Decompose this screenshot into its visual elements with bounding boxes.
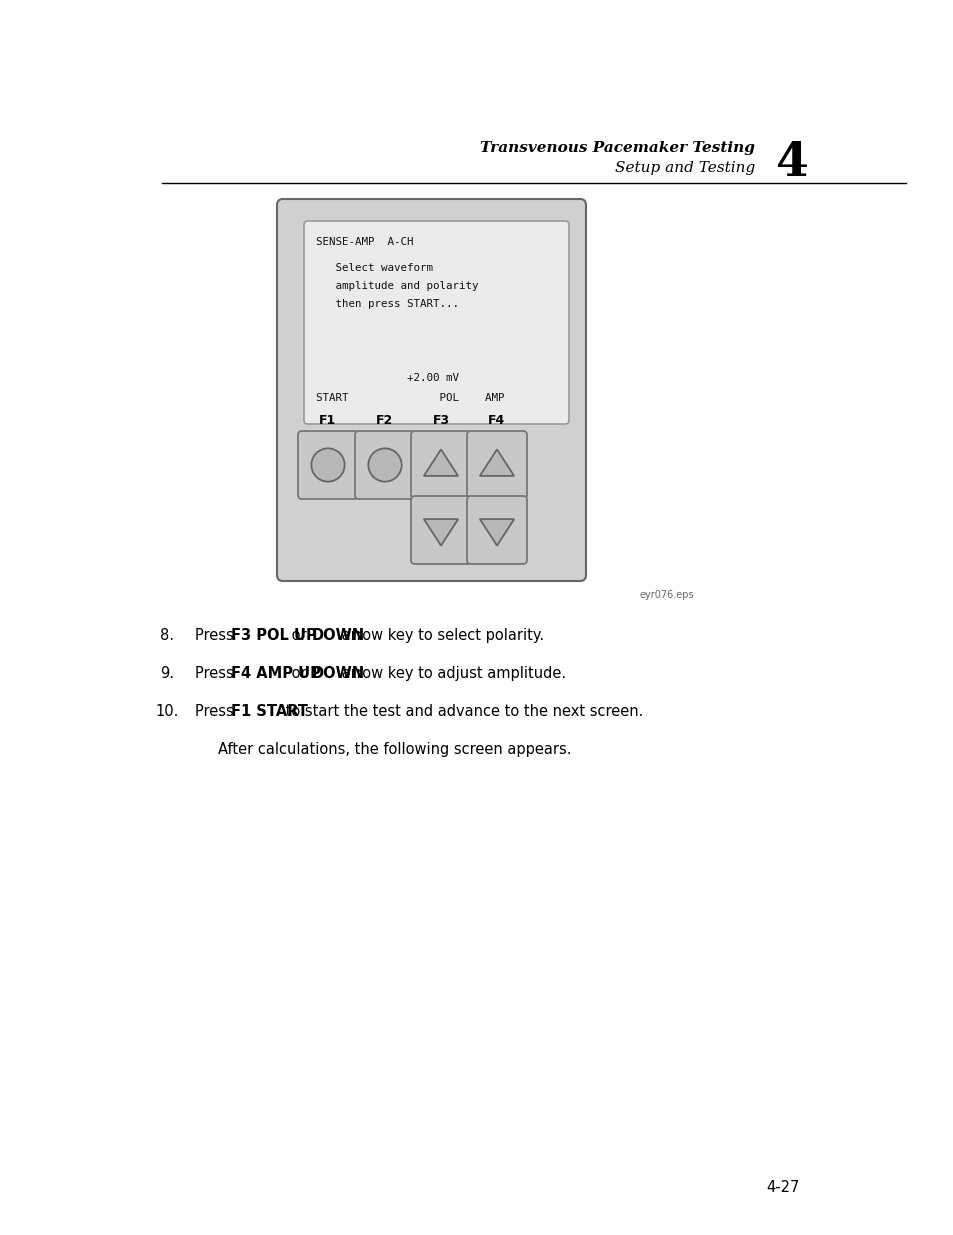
Circle shape	[311, 448, 344, 482]
FancyBboxPatch shape	[411, 496, 471, 564]
Text: +2.00 mV: +2.00 mV	[315, 373, 458, 383]
Text: 4: 4	[774, 140, 807, 186]
Text: F4: F4	[488, 414, 505, 427]
Text: START              POL    AMP: START POL AMP	[315, 393, 504, 403]
Text: Press: Press	[194, 666, 238, 680]
FancyBboxPatch shape	[297, 431, 357, 499]
Text: F4 AMP UP: F4 AMP UP	[231, 666, 320, 680]
Text: DOWN: DOWN	[311, 666, 364, 680]
Text: or: or	[287, 629, 312, 643]
Text: or: or	[287, 666, 312, 680]
Text: DOWN: DOWN	[311, 629, 364, 643]
Text: 10.: 10.	[154, 704, 178, 719]
Text: arrow key to adjust amplitude.: arrow key to adjust amplitude.	[336, 666, 565, 680]
Text: Transvenous Pacemaker Testing: Transvenous Pacemaker Testing	[479, 141, 754, 156]
Text: After calculations, the following screen appears.: After calculations, the following screen…	[218, 742, 571, 757]
FancyBboxPatch shape	[304, 221, 568, 424]
Text: then press START...: then press START...	[315, 299, 458, 309]
Text: Press: Press	[194, 704, 238, 719]
Text: Select waveform: Select waveform	[315, 263, 433, 273]
Text: F3 POL UP: F3 POL UP	[231, 629, 316, 643]
Polygon shape	[479, 450, 514, 475]
Text: 4-27: 4-27	[766, 1179, 800, 1195]
Text: SENSE-AMP  A-CH: SENSE-AMP A-CH	[315, 237, 413, 247]
Text: F1: F1	[319, 414, 336, 427]
Text: F2: F2	[376, 414, 394, 427]
Polygon shape	[479, 519, 514, 546]
FancyBboxPatch shape	[355, 431, 415, 499]
Polygon shape	[423, 519, 457, 546]
FancyBboxPatch shape	[467, 431, 526, 499]
FancyBboxPatch shape	[467, 496, 526, 564]
Text: arrow key to select polarity.: arrow key to select polarity.	[336, 629, 543, 643]
Text: to start the test and advance to the next screen.: to start the test and advance to the nex…	[281, 704, 643, 719]
Circle shape	[368, 448, 401, 482]
Text: 9.: 9.	[160, 666, 173, 680]
Polygon shape	[423, 450, 457, 475]
Text: amplitude and polarity: amplitude and polarity	[315, 282, 478, 291]
Text: Press: Press	[194, 629, 238, 643]
Text: F3: F3	[432, 414, 449, 427]
Text: F1 START: F1 START	[231, 704, 308, 719]
FancyBboxPatch shape	[276, 199, 585, 580]
FancyBboxPatch shape	[411, 431, 471, 499]
Text: Setup and Testing: Setup and Testing	[614, 161, 754, 175]
Text: 8.: 8.	[160, 629, 173, 643]
Text: eyr076.eps: eyr076.eps	[639, 590, 694, 600]
